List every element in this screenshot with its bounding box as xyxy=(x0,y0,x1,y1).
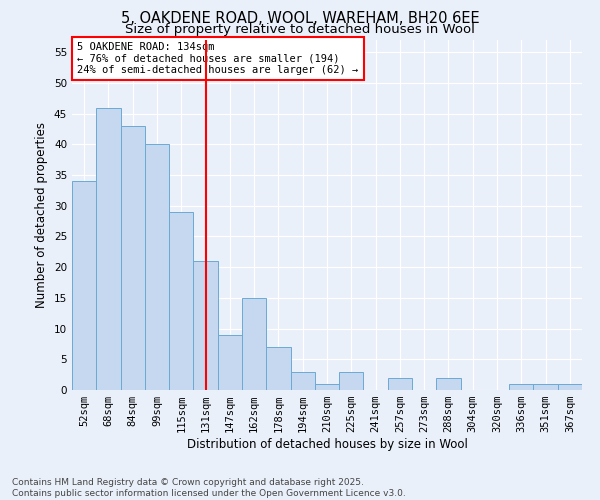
Bar xyxy=(436,378,461,390)
Text: Size of property relative to detached houses in Wool: Size of property relative to detached ho… xyxy=(125,22,475,36)
Bar xyxy=(169,212,193,390)
Bar xyxy=(121,126,145,390)
Bar xyxy=(193,261,218,390)
Bar xyxy=(533,384,558,390)
Bar xyxy=(558,384,582,390)
Bar xyxy=(96,108,121,390)
Bar xyxy=(218,334,242,390)
Text: 5 OAKDENE ROAD: 134sqm
← 76% of detached houses are smaller (194)
24% of semi-de: 5 OAKDENE ROAD: 134sqm ← 76% of detached… xyxy=(77,42,358,75)
Text: 5, OAKDENE ROAD, WOOL, WAREHAM, BH20 6EE: 5, OAKDENE ROAD, WOOL, WAREHAM, BH20 6EE xyxy=(121,11,479,26)
Bar xyxy=(339,372,364,390)
Bar xyxy=(145,144,169,390)
Bar xyxy=(266,347,290,390)
Bar xyxy=(509,384,533,390)
Bar xyxy=(72,181,96,390)
Bar xyxy=(242,298,266,390)
Y-axis label: Number of detached properties: Number of detached properties xyxy=(35,122,49,308)
Text: Contains HM Land Registry data © Crown copyright and database right 2025.
Contai: Contains HM Land Registry data © Crown c… xyxy=(12,478,406,498)
Bar xyxy=(388,378,412,390)
Bar xyxy=(315,384,339,390)
X-axis label: Distribution of detached houses by size in Wool: Distribution of detached houses by size … xyxy=(187,438,467,451)
Bar xyxy=(290,372,315,390)
